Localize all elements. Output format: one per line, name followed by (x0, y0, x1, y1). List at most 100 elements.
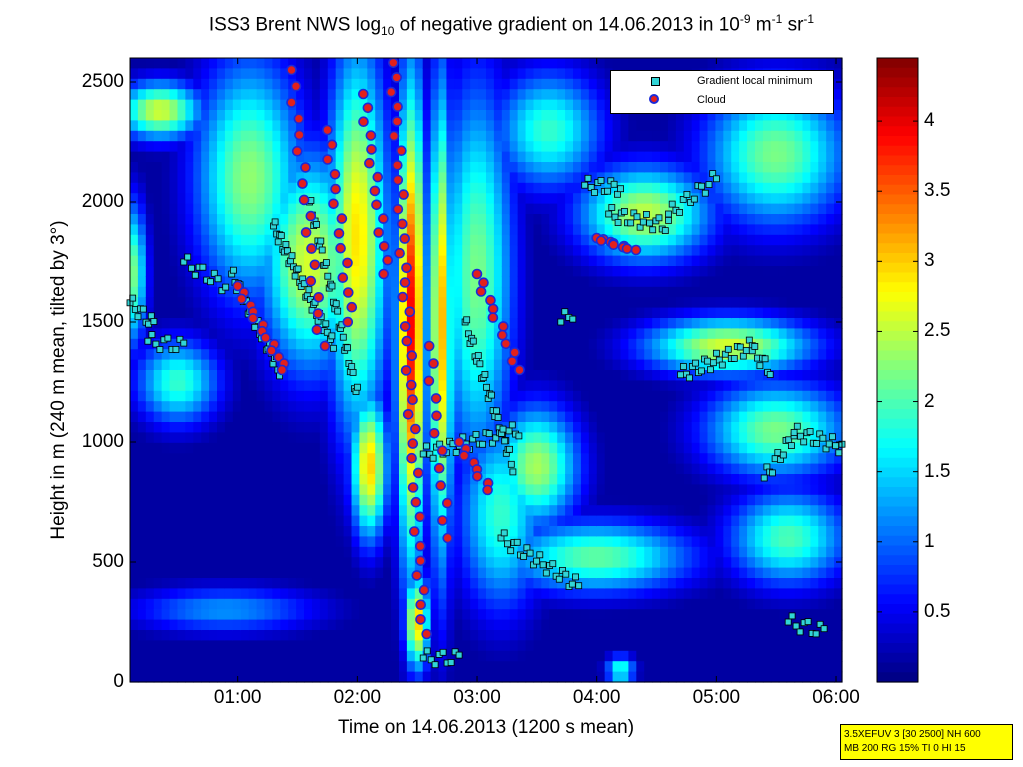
heatmap-cell (137, 494, 147, 506)
heatmap-cell (762, 328, 772, 340)
heatmap-cell (185, 494, 194, 506)
heatmap-cell (327, 359, 337, 371)
heatmap-cell (754, 234, 764, 246)
heatmap-cell (209, 390, 218, 402)
heatmap-cell (209, 68, 218, 80)
heatmap-cell (549, 78, 558, 90)
heatmap-cell (723, 630, 732, 641)
heatmap-cell (493, 172, 503, 184)
heatmap-cell (319, 224, 329, 236)
heatmap-cell (177, 588, 186, 600)
heatmap-cell (462, 598, 471, 610)
heatmap-cell (707, 442, 717, 454)
heatmap-cell (280, 297, 289, 309)
heatmap-cell (731, 640, 740, 652)
heatmap-cell (446, 286, 455, 298)
heatmap-cell (486, 536, 495, 548)
heatmap-cell (739, 162, 748, 173)
heatmap-cell (193, 307, 202, 319)
heatmap-cell (501, 58, 511, 69)
heatmap-cell (778, 640, 788, 652)
heatmap-cell (161, 203, 171, 215)
heatmap-cell (604, 515, 614, 527)
heatmap-cell (731, 578, 740, 589)
heatmap-cell (462, 110, 471, 121)
heatmap-cell (573, 515, 582, 527)
heatmap-cell (185, 276, 194, 288)
heatmap-cell (248, 266, 258, 277)
heatmap-cell (375, 630, 384, 641)
heatmap-cell (683, 193, 693, 205)
heatmap-cell (573, 422, 582, 433)
heatmap-cell (335, 203, 345, 215)
heatmap-cell (683, 307, 693, 319)
heatmap-cell (232, 193, 242, 205)
heatmap-cell (478, 307, 487, 319)
heatmap-cell (612, 58, 622, 69)
heatmap-cell (667, 588, 677, 600)
heatmap-cell (224, 422, 234, 433)
heatmap-cell (256, 110, 266, 121)
heatmap-cell (454, 68, 463, 80)
heatmap-cell (327, 224, 337, 236)
heatmap-cell (296, 328, 305, 340)
heatmap-cell (683, 536, 693, 548)
heatmap-cell (573, 193, 582, 205)
heatmap-cell (747, 318, 756, 329)
heatmap-cell (557, 255, 566, 267)
heatmap-cell (683, 484, 693, 496)
heatmap-cell (620, 276, 629, 288)
heatmap-cell (573, 338, 582, 350)
heatmap-cell (596, 557, 606, 569)
heatmap-cell (391, 463, 400, 475)
heatmap-cell (588, 630, 598, 641)
heatmap-cell (446, 110, 455, 121)
heatmap-cell (588, 474, 598, 485)
heatmap-cell (169, 380, 179, 392)
heatmap-cell (145, 505, 155, 517)
heatmap-cell (533, 598, 542, 610)
heatmap-cell (224, 141, 234, 153)
heatmap-cell (580, 640, 590, 652)
heatmap-cell (272, 474, 281, 485)
heatmap-cell (264, 182, 273, 194)
heatmap-cell (375, 328, 384, 340)
heatmap-cell (620, 266, 629, 277)
heatmap-cell (209, 141, 218, 153)
heatmap-cell (525, 203, 535, 215)
heatmap-cell (304, 380, 313, 392)
heatmap-cell (422, 494, 432, 506)
heatmap-cell (256, 266, 266, 277)
heatmap-cell (224, 411, 234, 423)
heatmap-cell (754, 120, 764, 132)
heatmap-cell (153, 318, 163, 329)
heatmap-cell (683, 422, 693, 433)
heatmap-cell (280, 110, 289, 121)
heatmap-cell (240, 609, 250, 621)
heatmap-cell (201, 422, 210, 433)
heatmap-cell (739, 255, 748, 267)
heatmap-cell (739, 318, 748, 329)
heatmap-cell (359, 193, 368, 205)
heatmap-cell (596, 338, 606, 350)
heatmap-cell (762, 297, 772, 309)
heatmap-cell (454, 286, 463, 298)
heatmap-cell (398, 536, 408, 548)
heatmap-cell (596, 141, 606, 153)
heatmap-cell (327, 505, 337, 517)
heatmap-cell (177, 609, 186, 621)
heatmap-cell (596, 422, 606, 433)
heatmap-cell (778, 359, 788, 371)
heatmap-cell (667, 203, 677, 215)
heatmap-cell (620, 380, 629, 392)
heatmap-cell (177, 650, 186, 662)
heatmap-cell (454, 58, 463, 69)
heatmap-cell (533, 245, 542, 257)
heatmap-cell (343, 193, 353, 205)
heatmap-cell (383, 162, 392, 173)
heatmap-cell (311, 557, 321, 569)
heatmap-cell (462, 567, 471, 579)
heatmap-cell (406, 110, 416, 121)
heatmap-cell (604, 536, 614, 548)
heatmap-cell (193, 453, 202, 465)
